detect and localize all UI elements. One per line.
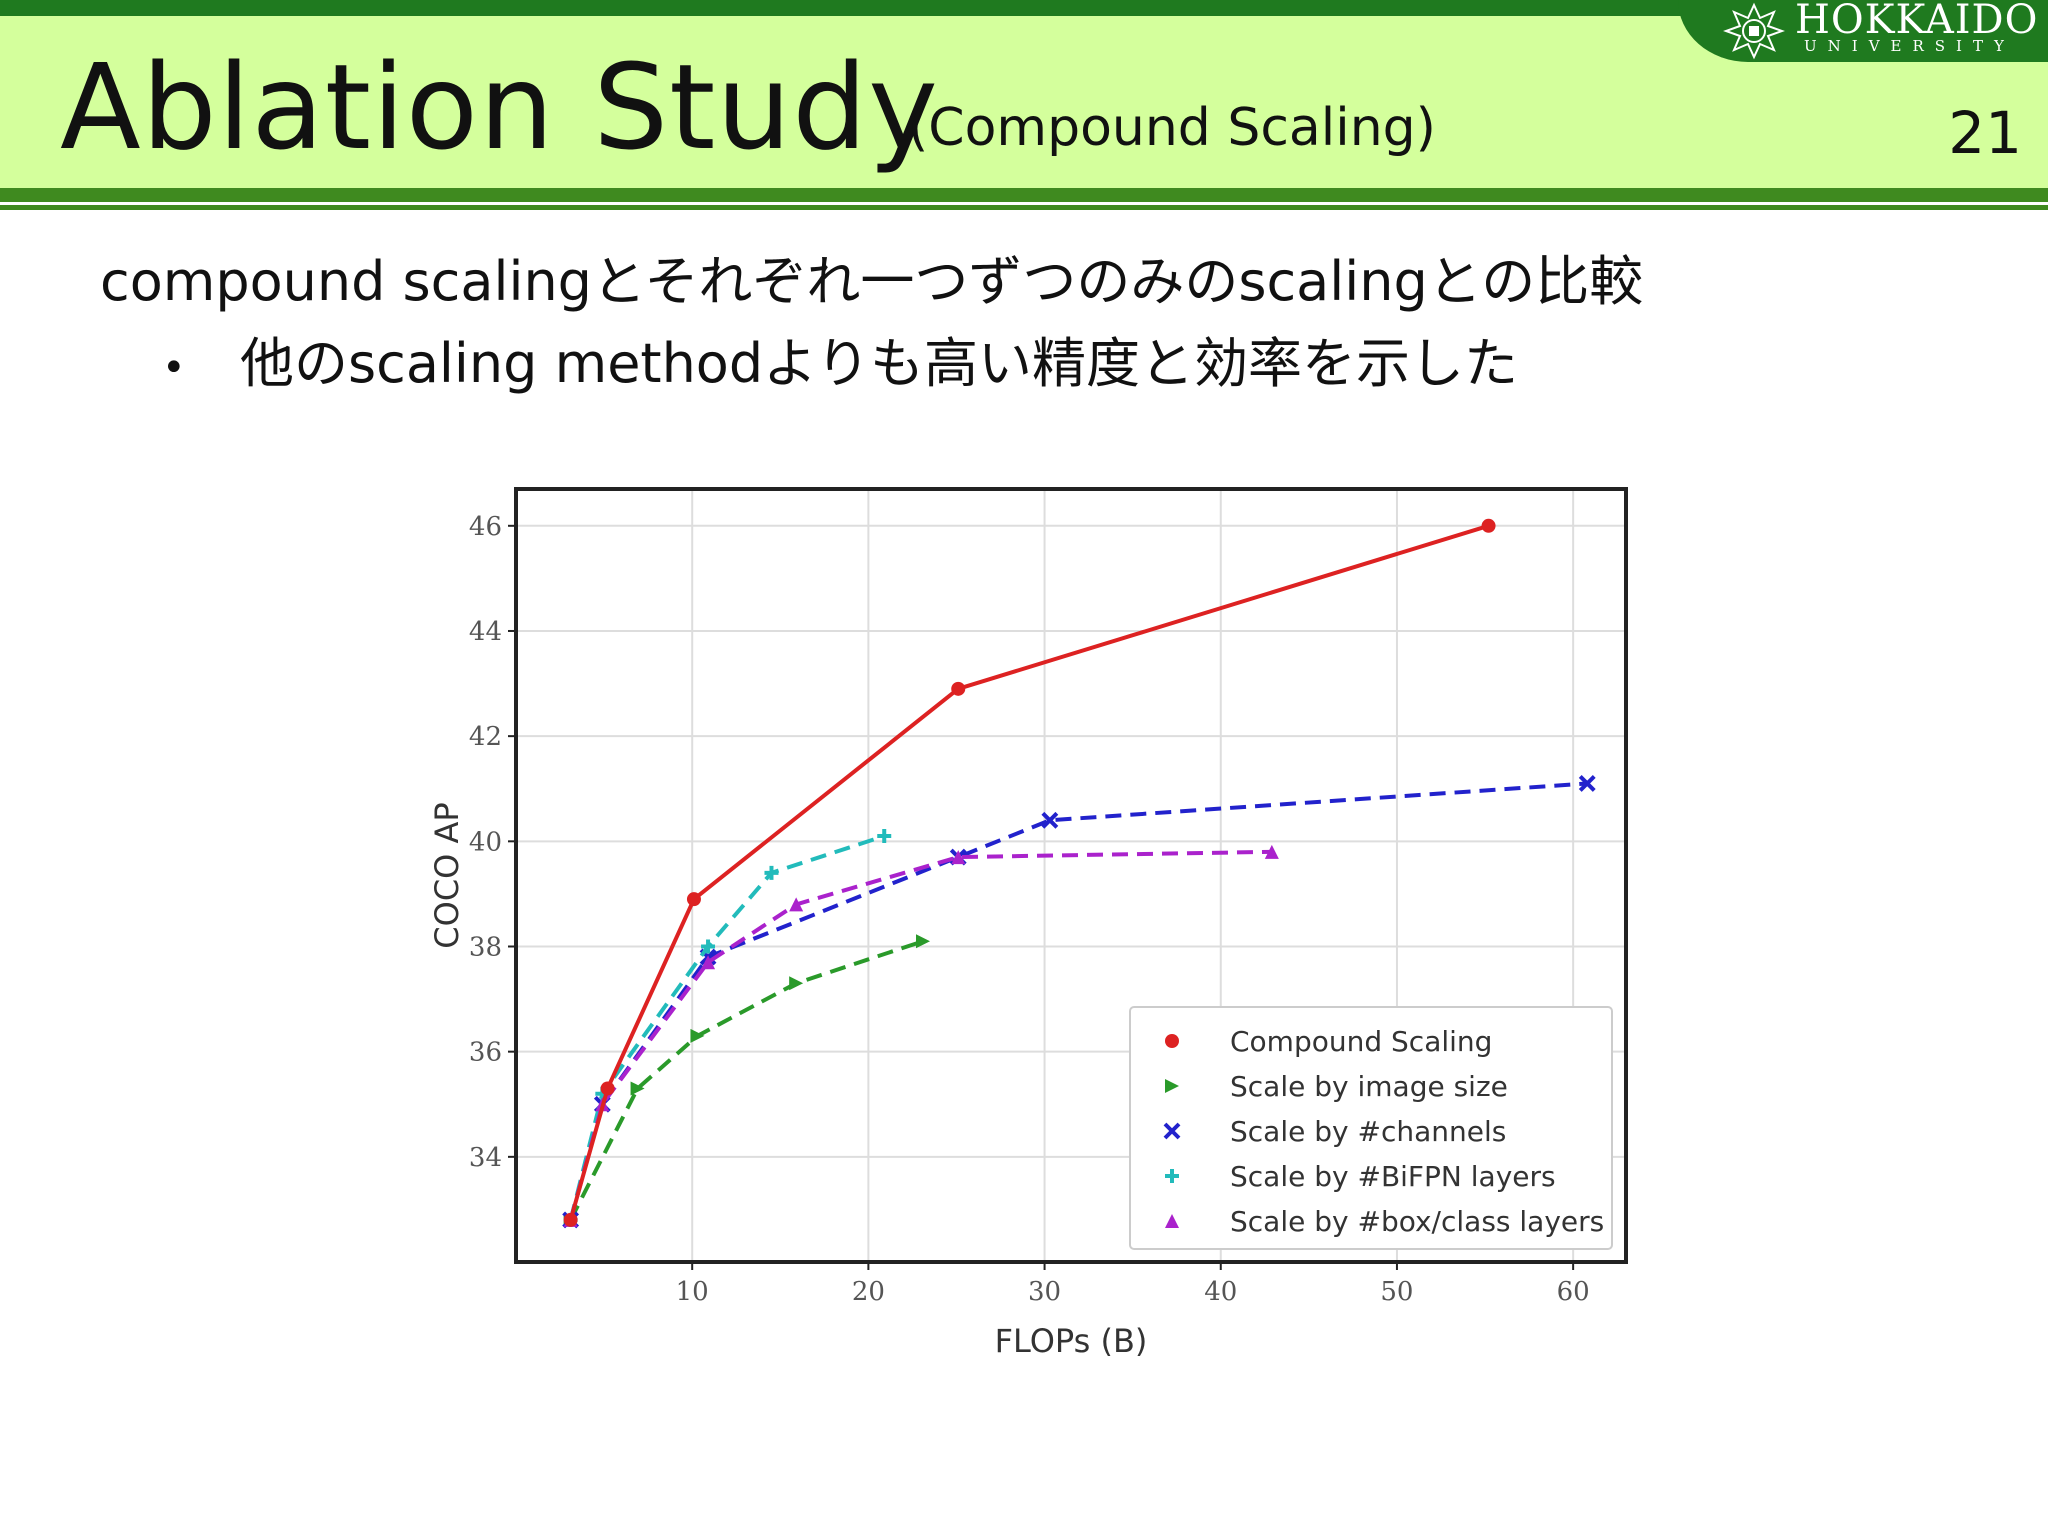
x-tick-label: 20 <box>852 1277 885 1307</box>
university-subname: UNIVERSITY <box>1804 37 2015 55</box>
y-tick-label: 46 <box>469 512 502 542</box>
x-tick-label: 60 <box>1557 1277 1590 1307</box>
data-point <box>1264 844 1279 859</box>
y-tick-label: 44 <box>469 617 502 647</box>
y-axis-label: COCO AP <box>428 802 466 948</box>
data-point <box>789 976 804 991</box>
data-point <box>630 1081 645 1096</box>
data-point <box>764 865 779 880</box>
legend-box <box>1129 1006 1613 1250</box>
data-point <box>916 934 930 949</box>
chart-legend: Compound Scaling Scale by image size Scale… <box>1129 1006 1613 1250</box>
y-tick-label: 40 <box>469 827 502 857</box>
data-point <box>789 897 804 912</box>
data-point <box>1481 518 1496 533</box>
slide-title: Ablation Study <box>60 38 939 176</box>
x-axis-label: FLOPs (B) <box>995 1322 1148 1360</box>
data-point <box>1578 775 1596 792</box>
body-text-line: compound scalingとそれぞれ一つずつのみのscalingとの比較 <box>100 250 1644 313</box>
y-tick-label: 38 <box>469 932 502 962</box>
legend-label: Scale by #box/class layers <box>1230 1205 1604 1238</box>
legend-marker <box>1163 1122 1181 1140</box>
x-tick-label: 50 <box>1380 1277 1413 1307</box>
series-compound-scaling <box>563 518 1496 1227</box>
data-point <box>951 681 966 696</box>
data-point <box>600 1081 615 1096</box>
legend-label: Compound Scaling <box>1230 1025 1492 1058</box>
data-point <box>686 892 701 907</box>
bullet-item-text: 他のscaling methodよりも高い精度と効率を示した <box>240 332 1519 395</box>
data-point <box>563 1212 578 1227</box>
header-bottom-line <box>0 188 2048 202</box>
legend-label: Scale by #channels <box>1230 1115 1506 1148</box>
y-tick-label: 36 <box>469 1038 502 1068</box>
data-point <box>701 939 716 954</box>
header-bottom-thin-line <box>0 205 2048 210</box>
data-point <box>1041 811 1059 829</box>
series-line <box>568 781 1588 1221</box>
legend-marker <box>1165 1079 1179 1093</box>
header-top-line <box>0 0 2048 16</box>
coco-ap-vs-flops-chart: 10 20 30 40 50 60 34 36 38 40 42 44 46 FLOPs (B) COCO … <box>428 487 1628 1360</box>
slide-subtitle: (Compound Scaling) <box>908 98 1436 158</box>
data-point <box>951 850 966 865</box>
university-name: HOKKAIDO <box>1795 0 2039 43</box>
bullet-icon: • <box>162 345 186 391</box>
legend-marker <box>1165 1169 1179 1183</box>
x-tick-label: 30 <box>1028 1277 1061 1307</box>
y-tick-label: 34 <box>469 1143 502 1173</box>
legend-label: Scale by image size <box>1230 1070 1508 1103</box>
legend-marker <box>1165 1214 1179 1228</box>
data-point <box>877 829 892 844</box>
legend-marker <box>1165 1034 1179 1048</box>
data-point <box>701 955 716 970</box>
legend-label: Scale by #BiFPN layers <box>1230 1160 1556 1193</box>
y-tick-label: 42 <box>469 722 502 752</box>
x-tick-label: 10 <box>676 1277 709 1307</box>
data-point <box>690 1028 705 1043</box>
x-tick-label: 40 <box>1204 1277 1237 1307</box>
slide-number: 21 <box>1948 99 2022 167</box>
plot-frame <box>514 487 1628 1264</box>
hokkaido-university-emblem-icon <box>1723 2 1785 60</box>
university-logo-tab <box>1678 0 2048 62</box>
